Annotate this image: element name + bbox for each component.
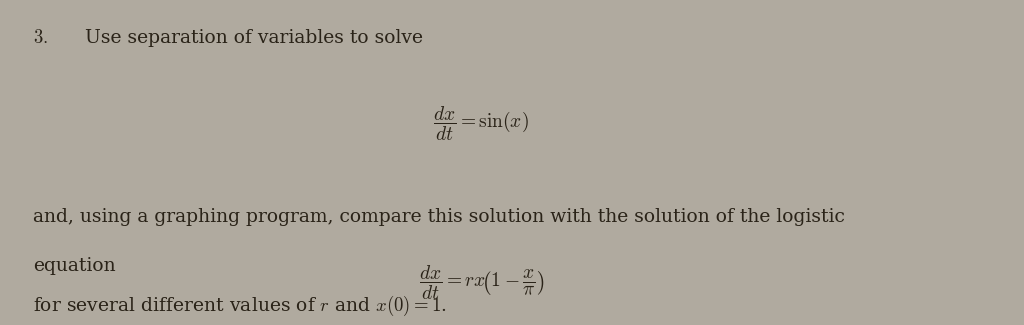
Text: $\dfrac{dx}{dt} = \sin(x)$: $\dfrac{dx}{dt} = \sin(x)$ [433, 104, 529, 143]
Text: $\dfrac{dx}{dt} = rx\!\left(1 - \dfrac{x}{\pi}\right)$: $\dfrac{dx}{dt} = rx\!\left(1 - \dfrac{x… [419, 264, 544, 302]
Text: $\mathbf{3.}$: $\mathbf{3.}$ [33, 29, 48, 47]
Text: Use separation of variables to solve: Use separation of variables to solve [85, 29, 423, 47]
Text: and, using a graphing program, compare this solution with the solution of the lo: and, using a graphing program, compare t… [33, 208, 845, 226]
Text: for several different values of $r$ and $x(0) = 1$.: for several different values of $r$ and … [33, 294, 446, 318]
Text: equation: equation [33, 257, 116, 275]
